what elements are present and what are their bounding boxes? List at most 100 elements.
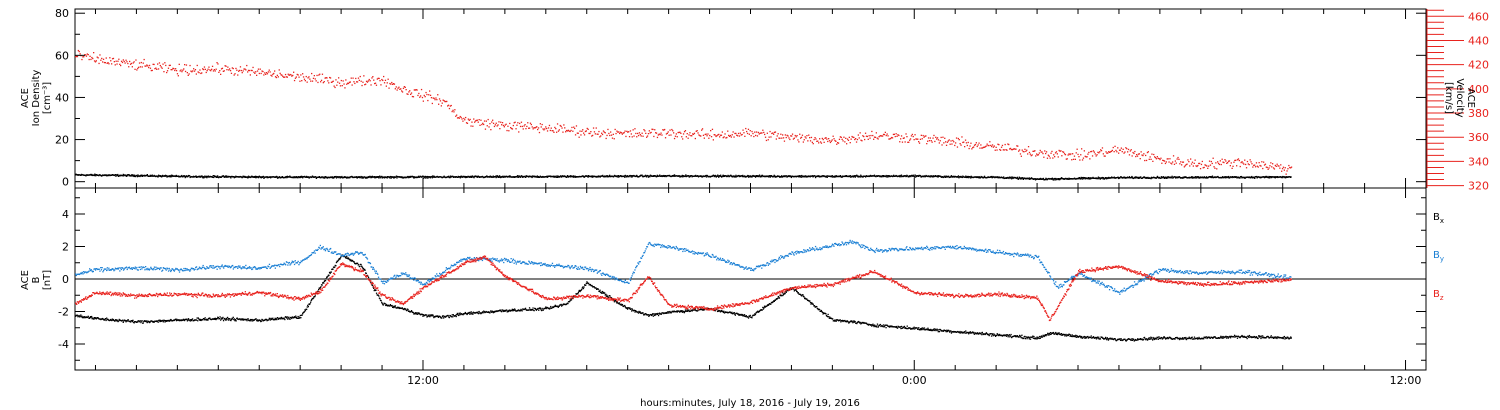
velocity-point [216, 62, 218, 64]
density-point [136, 174, 138, 176]
velocity-point [1035, 155, 1037, 157]
velocity-point [345, 79, 347, 81]
bx-point [159, 320, 161, 323]
velocity-point [109, 57, 111, 59]
bx-point [124, 320, 127, 322]
velocity-point [472, 125, 474, 127]
density-point [361, 176, 364, 178]
velocity-point [1280, 164, 1282, 166]
bx-point [372, 286, 374, 288]
density-point [315, 176, 317, 178]
velocity-point [1062, 151, 1064, 153]
bx-point [340, 256, 342, 258]
density-point [431, 177, 433, 179]
density-point [790, 175, 792, 178]
velocity-point [1106, 152, 1108, 154]
velocity-point [893, 133, 895, 135]
velocity-point [711, 128, 714, 130]
density-point [1011, 176, 1013, 178]
velocity-point [366, 81, 369, 83]
density-point [1016, 176, 1019, 178]
bx-point [648, 315, 650, 317]
velocity-point [166, 71, 168, 74]
velocity-point [436, 99, 438, 101]
velocity-point [891, 136, 893, 139]
velocity-point [930, 140, 932, 142]
velocity-point [1063, 151, 1065, 153]
velocity-point [465, 122, 468, 124]
velocity-point [620, 132, 623, 134]
velocity-point [677, 131, 679, 134]
density-point [1005, 177, 1007, 179]
velocity-point [965, 142, 968, 144]
density-point [242, 175, 244, 177]
density-point [616, 175, 619, 177]
velocity-point [1088, 151, 1090, 154]
velocity-point [551, 130, 553, 132]
velocity-point [1227, 160, 1230, 162]
density-point [587, 176, 589, 178]
velocity-point [732, 131, 734, 133]
velocity-point [429, 94, 432, 96]
velocity-point [1254, 166, 1257, 168]
velocity-point [423, 94, 425, 97]
bx-point [357, 262, 359, 265]
velocity-point [327, 80, 329, 82]
bx-point [362, 267, 364, 269]
density-point [464, 175, 466, 178]
density-point [1102, 178, 1104, 180]
bx-point [249, 319, 251, 322]
density-point [965, 175, 967, 177]
velocity-point [224, 65, 226, 67]
velocity-point [982, 147, 984, 149]
bx-point [614, 299, 617, 302]
bx-point [112, 318, 115, 321]
density-point [664, 175, 666, 178]
velocity-point [510, 127, 512, 129]
density-point [908, 176, 910, 178]
velocity-point [256, 70, 259, 72]
velocity-point [582, 129, 584, 131]
bx-point [198, 318, 200, 320]
velocity-point [265, 72, 268, 74]
bx-point [431, 314, 433, 317]
density-point [495, 176, 497, 179]
velocity-point [503, 126, 505, 128]
density-point [1273, 176, 1275, 179]
density-point [597, 176, 599, 178]
velocity-point [1181, 164, 1183, 166]
velocity-point [215, 68, 217, 70]
bx-point [637, 312, 640, 314]
density-point [786, 176, 788, 178]
density-point [1191, 176, 1193, 178]
velocity-point [138, 62, 141, 64]
velocity-point [1036, 153, 1038, 155]
velocity-point [1282, 166, 1285, 168]
velocity-point [174, 69, 176, 72]
density-point [374, 176, 376, 178]
density-point [945, 176, 947, 178]
bx-point [80, 314, 82, 316]
velocity-point [1090, 151, 1092, 153]
velocity-point [532, 128, 534, 130]
velocity-point [915, 138, 917, 140]
bx-point [139, 320, 142, 322]
density-point [1202, 176, 1204, 178]
velocity-point [1133, 152, 1135, 155]
velocity-point [271, 75, 273, 77]
velocity-point [386, 82, 388, 84]
bx-point [91, 318, 93, 320]
density-point [978, 176, 980, 178]
density-point [862, 176, 864, 178]
density-point [164, 174, 167, 176]
velocity-point [536, 126, 538, 128]
velocity-point [396, 89, 398, 91]
velocity-point [81, 58, 83, 61]
density-point [300, 175, 302, 178]
bx-point [605, 295, 607, 297]
bx-point [723, 310, 725, 312]
velocity-point [794, 134, 796, 137]
velocity-point [383, 82, 386, 84]
velocity-point [1014, 148, 1016, 150]
bx-point [562, 304, 564, 306]
